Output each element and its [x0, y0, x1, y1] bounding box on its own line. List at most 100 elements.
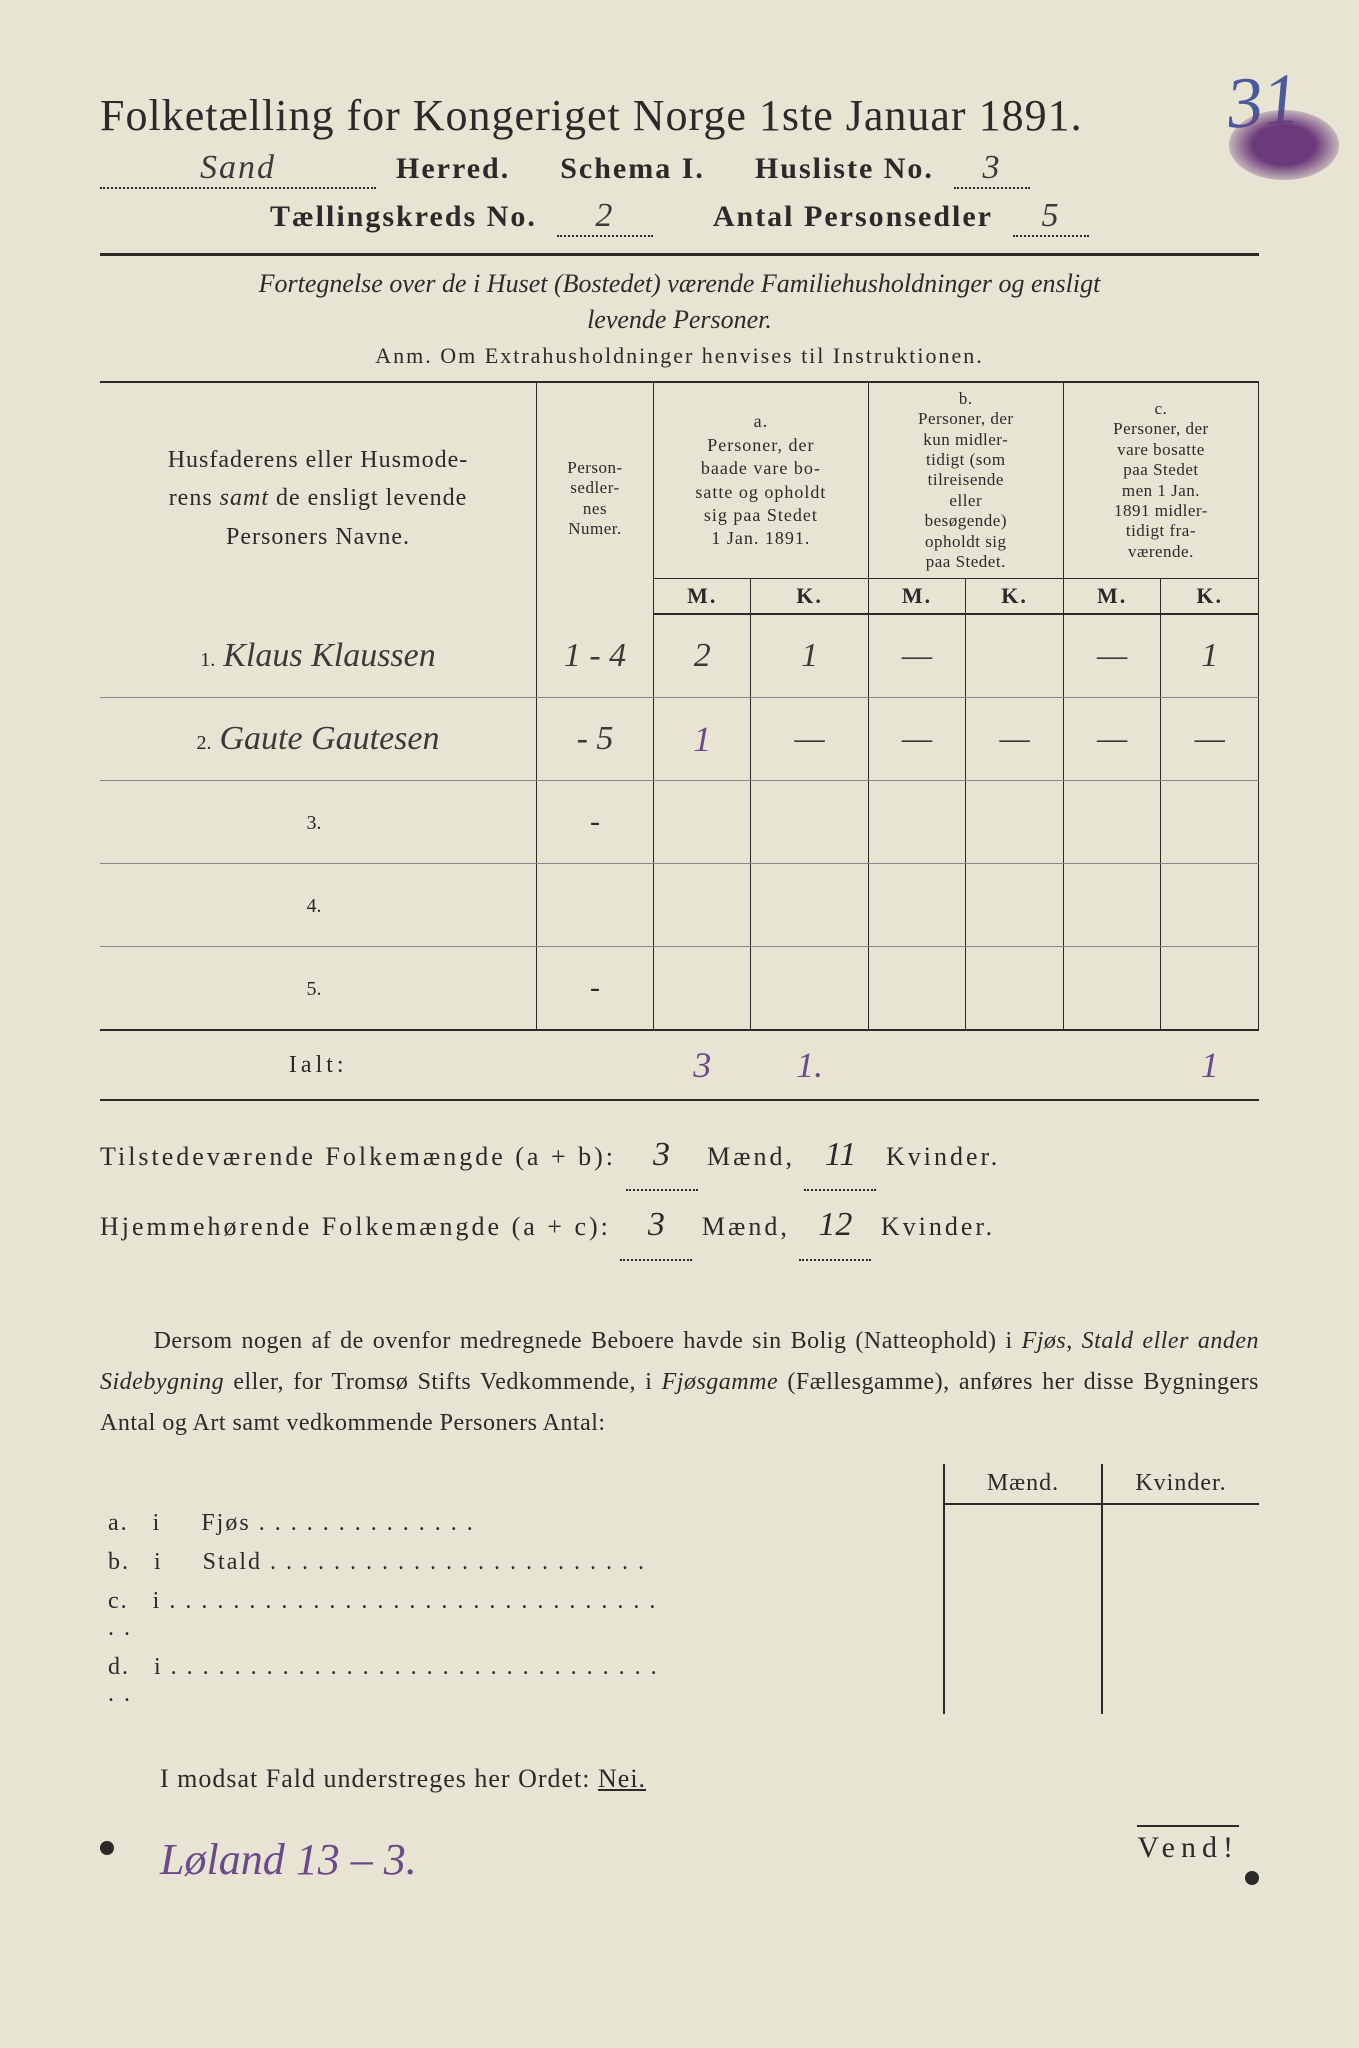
col-c-header: c. Personer, dervare bosattepaa Stedetme… [1063, 382, 1258, 579]
building-row: b. i Stald . . . . . . . . . . . . . . .… [100, 1543, 1259, 1582]
kreds-value: 2 [557, 197, 653, 237]
c-m: M. [1063, 579, 1161, 615]
row-num: 3. [307, 812, 322, 834]
col-a-header: a. Personer, derbaade vare bo-satte og o… [654, 382, 869, 579]
nei-word: Nei. [598, 1764, 646, 1793]
subtitle: Fortegnelse over de i Huset (Bostedet) v… [100, 266, 1259, 339]
main-title: Folketælling for Kongeriget Norge 1ste J… [100, 90, 1259, 141]
kvinder-label: Kvinder. [881, 1212, 995, 1241]
ialt-cell: 1 [1201, 1045, 1219, 1085]
anm-note: Anm. Om Extrahusholdninger henvises til … [100, 343, 1259, 369]
ialt-label: Ialt: [100, 1030, 537, 1100]
row-num: 1. [200, 649, 215, 671]
schema-label: Schema I. [560, 152, 705, 186]
cell: 1 [1201, 637, 1218, 674]
col-name-header: Husfaderens eller Husmode-rens samt de e… [100, 382, 537, 615]
col-c-label: c. [1155, 399, 1168, 418]
summary-block: Tilstedeværende Folkemængde (a + b): 3 M… [100, 1121, 1259, 1261]
sedler: - [590, 805, 600, 838]
summary-kvinder: 11 [804, 1121, 876, 1191]
a-k: K. [751, 579, 868, 615]
row-num: 2. [196, 732, 211, 754]
paragraph: Dersom nogen af de ovenfor medregnede Be… [100, 1321, 1259, 1443]
kvinder-header: Kvinder. [1102, 1464, 1259, 1504]
person-name: Gaute Gautesen [219, 720, 439, 757]
summary-label: Hjemmehørende Folkemængde (a + c): [100, 1212, 611, 1241]
husliste-label: Husliste No. [755, 152, 934, 186]
sedler: - [590, 971, 600, 1004]
table-row: 5. - [100, 947, 1259, 1031]
row-i: i [153, 1510, 162, 1536]
table-row: 4. [100, 864, 1259, 947]
building-row: a. i Fjøs . . . . . . . . . . . . . . [100, 1504, 1259, 1543]
summary-maend: 3 [626, 1121, 698, 1191]
nei-text: I modsat Fald understreges her Ordet: [160, 1764, 591, 1793]
table-row: 3. - [100, 781, 1259, 864]
table-row: 2.Gaute Gautesen - 5 1 — — — — — [100, 698, 1259, 781]
maend-header: Mænd. [944, 1464, 1102, 1504]
row-letter: a. [108, 1510, 129, 1536]
col-b-label: b. [959, 389, 973, 408]
cell: — [902, 637, 932, 674]
table-row: 1. Klaus Klaussen 1 - 4 2 1 — — 1 [100, 614, 1259, 698]
cell: — [902, 720, 932, 757]
row-num: 5. [307, 978, 322, 1000]
summary-line-1: Tilstedeværende Folkemængde (a + b): 3 M… [100, 1121, 1259, 1191]
building-table: Mænd. Kvinder. a. i Fjøs . . . . . . . .… [100, 1464, 1259, 1714]
cell: — [1097, 720, 1127, 757]
herred-label: Herred. [396, 152, 510, 186]
building-header: Mænd. Kvinder. [100, 1464, 1259, 1504]
sedler: - 5 [577, 720, 614, 757]
cell: 1 [801, 637, 818, 674]
sedler: 1 - 4 [564, 637, 626, 674]
kvinder-label: Kvinder. [886, 1142, 1000, 1171]
summary-label: Tilstedeværende Folkemængde (a + b): [100, 1142, 616, 1171]
vend-label: Vend! [1137, 1825, 1239, 1865]
husliste-value: 3 [954, 149, 1030, 189]
personsedler-label: Antal Personsedler [713, 200, 993, 234]
building-row: d. i . . . . . . . . . . . . . . . . . .… [100, 1648, 1259, 1714]
cell: 2 [694, 637, 711, 674]
maend-label: Mænd, [707, 1142, 795, 1171]
maend-label: Mænd, [702, 1212, 790, 1241]
bottom-handwritten-note: Løland 13 – 3. [100, 1834, 1259, 1885]
divider [100, 253, 1259, 256]
a-m: M. [654, 579, 751, 615]
row-i: i [153, 1588, 162, 1614]
ialt-cell: 3 [693, 1045, 711, 1085]
c-k: K. [1161, 579, 1259, 615]
b-m: M. [868, 579, 966, 615]
subtitle-line1: Fortegnelse over de i Huset (Bostedet) v… [259, 269, 1101, 298]
row-num: 4. [307, 895, 322, 917]
nei-line: I modsat Fald understreges her Ordet: Ne… [100, 1764, 1259, 1794]
row-letter: d. [108, 1654, 130, 1680]
cell: — [794, 720, 824, 757]
row-letter: b. [108, 1549, 130, 1575]
dot-mark [1245, 1871, 1259, 1885]
row-i: i [154, 1654, 163, 1680]
col-b-header: b. Personer, derkun midler-tidigt (somti… [868, 382, 1063, 579]
summary-maend: 3 [620, 1191, 692, 1261]
row-letter: c. [108, 1588, 129, 1614]
col-numer-header: Person-sedler-nesNumer. [537, 382, 654, 615]
building-label: Fjøs [201, 1510, 250, 1536]
col-a-label: a. [754, 411, 769, 431]
herred-value: Sand [100, 149, 376, 189]
cell: — [1195, 720, 1225, 757]
person-name: Klaus Klaussen [223, 637, 436, 674]
header-row-1: Sand Herred. Schema I. Husliste No. 3 [100, 149, 1259, 189]
ialt-cell: 1. [796, 1045, 823, 1085]
summary-kvinder: 12 [799, 1191, 871, 1261]
ink-blot [1229, 110, 1339, 180]
summary-line-2: Hjemmehørende Folkemængde (a + c): 3 Mæn… [100, 1191, 1259, 1261]
header-row-2: Tællingskreds No. 2 Antal Personsedler 5 [100, 197, 1259, 237]
ialt-row: Ialt: 3 1. 1 [100, 1030, 1259, 1100]
personsedler-value: 5 [1013, 197, 1089, 237]
household-table: Husfaderens eller Husmode-rens samt de e… [100, 381, 1259, 1102]
building-label: Stald [203, 1549, 262, 1575]
census-form-page: 3 1 Folketælling for Kongeriget Norge 1st… [0, 0, 1359, 1945]
b-k: K. [966, 579, 1064, 615]
cell: — [1097, 637, 1127, 674]
building-row: c. i . . . . . . . . . . . . . . . . . .… [100, 1582, 1259, 1648]
subtitle-line2: levende Personer. [587, 305, 772, 334]
